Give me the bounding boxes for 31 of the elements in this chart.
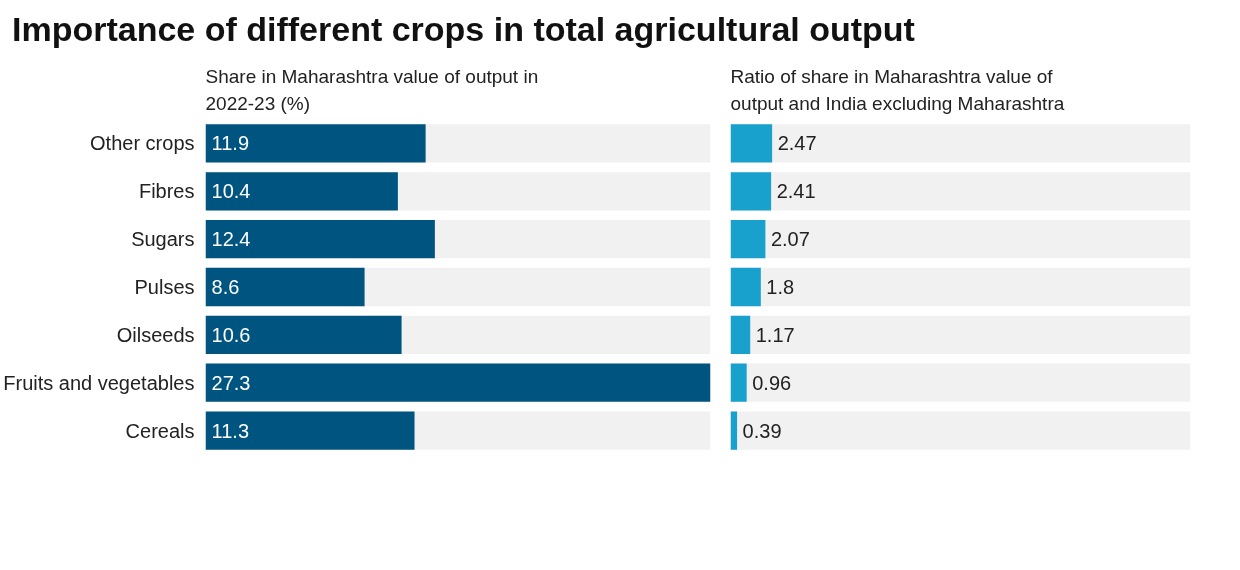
bar (730, 363, 747, 402)
bar (730, 123, 773, 163)
y-tick-label: Other crops (90, 131, 195, 154)
data-label: 11.3 (211, 419, 250, 442)
y-tick-label: Sugars (131, 227, 195, 250)
data-label: 2.41 (776, 179, 816, 202)
data-label: 12.4 (211, 227, 251, 250)
chart-title: Importance of different crops in total agricultural output (12, 9, 915, 50)
data-label: 10.6 (211, 323, 251, 346)
y-tick-label: Fibres (138, 179, 195, 202)
y-tick-label: Cereals (125, 419, 195, 442)
data-label: 2.47 (777, 131, 817, 154)
y-tick-label: Pulses (134, 275, 195, 298)
y-tick-label: Oilseeds (116, 323, 195, 346)
bar (730, 219, 766, 258)
bar (730, 315, 751, 354)
data-label: 10.4 (211, 179, 251, 202)
data-label: 0.96 (752, 371, 792, 394)
data-label: 27.3 (211, 371, 251, 394)
data-label: 8.6 (211, 275, 240, 298)
data-label: 1.8 (766, 275, 795, 298)
data-label: 2.07 (770, 227, 810, 250)
chart-subtitle: Share in Maharashtra value of output in 2022-23 (%) (205, 65, 539, 115)
data-label: 1.17 (755, 323, 795, 346)
data-label: 0.39 (742, 419, 782, 442)
y-tick-label: Fruits and vegetables (3, 371, 195, 394)
data-label: 11.9 (211, 131, 250, 154)
bar (730, 171, 772, 210)
bar (730, 410, 738, 450)
chart-subtitle: Ratio of share in Maharashtra value of output and India excluding Maharashtra (730, 65, 1065, 115)
bar (730, 267, 761, 306)
